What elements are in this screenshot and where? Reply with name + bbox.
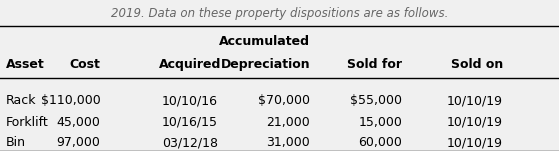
- Text: 10/16/15: 10/16/15: [162, 116, 218, 129]
- Text: 10/10/19: 10/10/19: [447, 136, 503, 149]
- Text: 15,000: 15,000: [359, 116, 402, 129]
- Text: 60,000: 60,000: [359, 136, 402, 149]
- Text: Forklift: Forklift: [6, 116, 48, 129]
- Text: Sold on: Sold on: [451, 58, 503, 71]
- Text: 10/10/16: 10/10/16: [162, 94, 218, 107]
- Text: 10/10/19: 10/10/19: [447, 116, 503, 129]
- Text: 03/12/18: 03/12/18: [162, 136, 218, 149]
- Text: Rack: Rack: [6, 94, 36, 107]
- Text: Asset: Asset: [6, 58, 44, 71]
- Text: 31,000: 31,000: [267, 136, 310, 149]
- Text: $55,000: $55,000: [350, 94, 402, 107]
- Text: Acquired: Acquired: [159, 58, 221, 71]
- Text: $70,000: $70,000: [258, 94, 310, 107]
- Text: 97,000: 97,000: [57, 136, 101, 149]
- Text: Depreciation: Depreciation: [221, 58, 310, 71]
- Text: 10/10/19: 10/10/19: [447, 94, 503, 107]
- Text: Bin: Bin: [6, 136, 26, 149]
- Text: 45,000: 45,000: [57, 116, 101, 129]
- Text: Cost: Cost: [70, 58, 101, 71]
- Text: Accumulated: Accumulated: [219, 35, 310, 48]
- Text: 2019. Data on these property dispositions are as follows.: 2019. Data on these property disposition…: [111, 7, 448, 20]
- Text: 21,000: 21,000: [267, 116, 310, 129]
- Text: Sold for: Sold for: [348, 58, 402, 71]
- Text: $110,000: $110,000: [41, 94, 101, 107]
